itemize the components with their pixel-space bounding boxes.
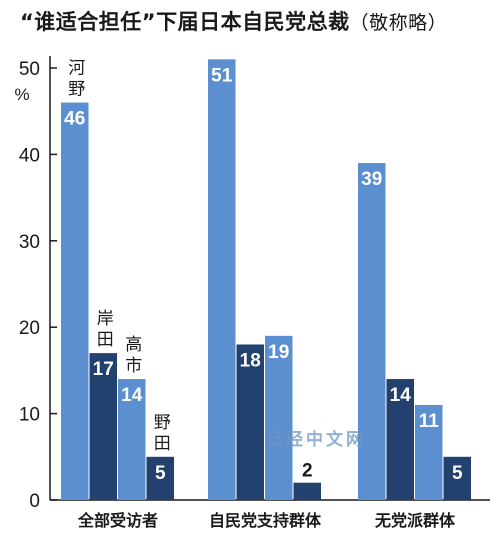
y-tick-label: 30 bbox=[19, 232, 40, 253]
series-label-野田: 野 bbox=[154, 413, 171, 433]
data-label: 39 bbox=[361, 169, 382, 190]
data-label: 17 bbox=[93, 359, 114, 380]
bar-高市-无党派群体 bbox=[415, 404, 443, 500]
y-tick-label: 20 bbox=[19, 318, 40, 339]
chart-title-main: “谁适合担任”下届日本自民党总裁 bbox=[20, 10, 350, 34]
x-category-label: 全部受访者 bbox=[77, 511, 158, 530]
data-label: 14 bbox=[390, 385, 412, 406]
series-label-高市: 市 bbox=[125, 356, 142, 376]
bar-野田-全部受访者 bbox=[146, 456, 174, 500]
data-label: 5 bbox=[452, 463, 463, 484]
data-label: 46 bbox=[64, 109, 85, 130]
series-label-岸田: 田 bbox=[97, 330, 114, 350]
series-label-河野: 河 bbox=[68, 59, 85, 79]
y-tick-label: 10 bbox=[19, 405, 40, 426]
x-category-label: 自民党支持群体 bbox=[209, 511, 322, 530]
data-label: 5 bbox=[155, 463, 166, 484]
series-label-高市: 高 bbox=[125, 335, 142, 355]
data-label: 18 bbox=[240, 350, 261, 371]
data-label: 51 bbox=[211, 65, 233, 86]
data-label: 14 bbox=[121, 385, 143, 406]
x-category-label: 无党派群体 bbox=[374, 511, 456, 530]
bar-河野-自民党支持群体 bbox=[208, 59, 236, 501]
bar-高市-全部受访者 bbox=[118, 379, 146, 500]
series-label-河野: 野 bbox=[68, 80, 85, 100]
data-label: 2 bbox=[302, 461, 313, 482]
bar-岸田-自民党支持群体 bbox=[236, 344, 264, 500]
y-tick-label: 40 bbox=[19, 145, 40, 166]
bar-高市-自民党支持群体 bbox=[265, 335, 293, 500]
bar-野田-无党派群体 bbox=[443, 456, 471, 500]
y-tick-label: 0 bbox=[29, 491, 40, 512]
y-axis-unit: % bbox=[14, 85, 29, 104]
bar-岸田-无党派群体 bbox=[386, 379, 414, 500]
bar-河野-无党派群体 bbox=[358, 163, 386, 501]
y-tick-label: 50 bbox=[19, 59, 40, 80]
chart-title-note: （敬称略） bbox=[349, 12, 448, 34]
series-label-野田: 田 bbox=[154, 434, 171, 454]
bar-岸田-全部受访者 bbox=[89, 353, 117, 500]
data-label: 11 bbox=[419, 411, 440, 432]
chart-title: “谁适合担任”下届日本自民党总裁（敬称略） bbox=[20, 6, 490, 36]
series-label-岸田: 岸 bbox=[97, 309, 114, 329]
bar-野田-自民党支持群体 bbox=[293, 482, 321, 500]
bar-河野-全部受访者 bbox=[61, 102, 89, 500]
data-label: 19 bbox=[268, 342, 289, 363]
watermark: 日经中文网 bbox=[266, 429, 366, 450]
